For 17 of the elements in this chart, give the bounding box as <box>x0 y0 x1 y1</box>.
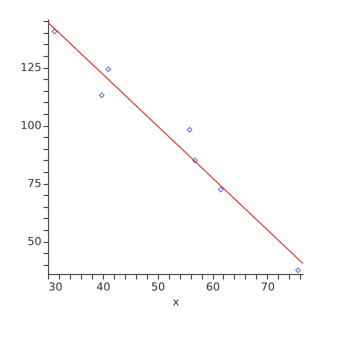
point <box>105 66 112 72</box>
x-tick-label: 60 <box>206 280 220 294</box>
x-axis-title: x <box>172 296 180 308</box>
y-tick-label: 75 <box>28 177 42 190</box>
point <box>98 92 105 98</box>
point <box>186 126 192 133</box>
y-tick-label: 50 <box>28 235 42 248</box>
x-tick-label: 70 <box>260 280 275 294</box>
y-tick-label: 125 <box>20 61 42 74</box>
point <box>295 267 301 274</box>
x-tick-label: 40 <box>96 280 110 294</box>
x-tick-label: 30 <box>48 280 62 294</box>
point <box>218 186 224 192</box>
point <box>52 28 58 34</box>
y-tick-label: 100 <box>20 119 42 132</box>
x-tick-label: 50 <box>151 280 166 294</box>
point <box>192 158 198 164</box>
